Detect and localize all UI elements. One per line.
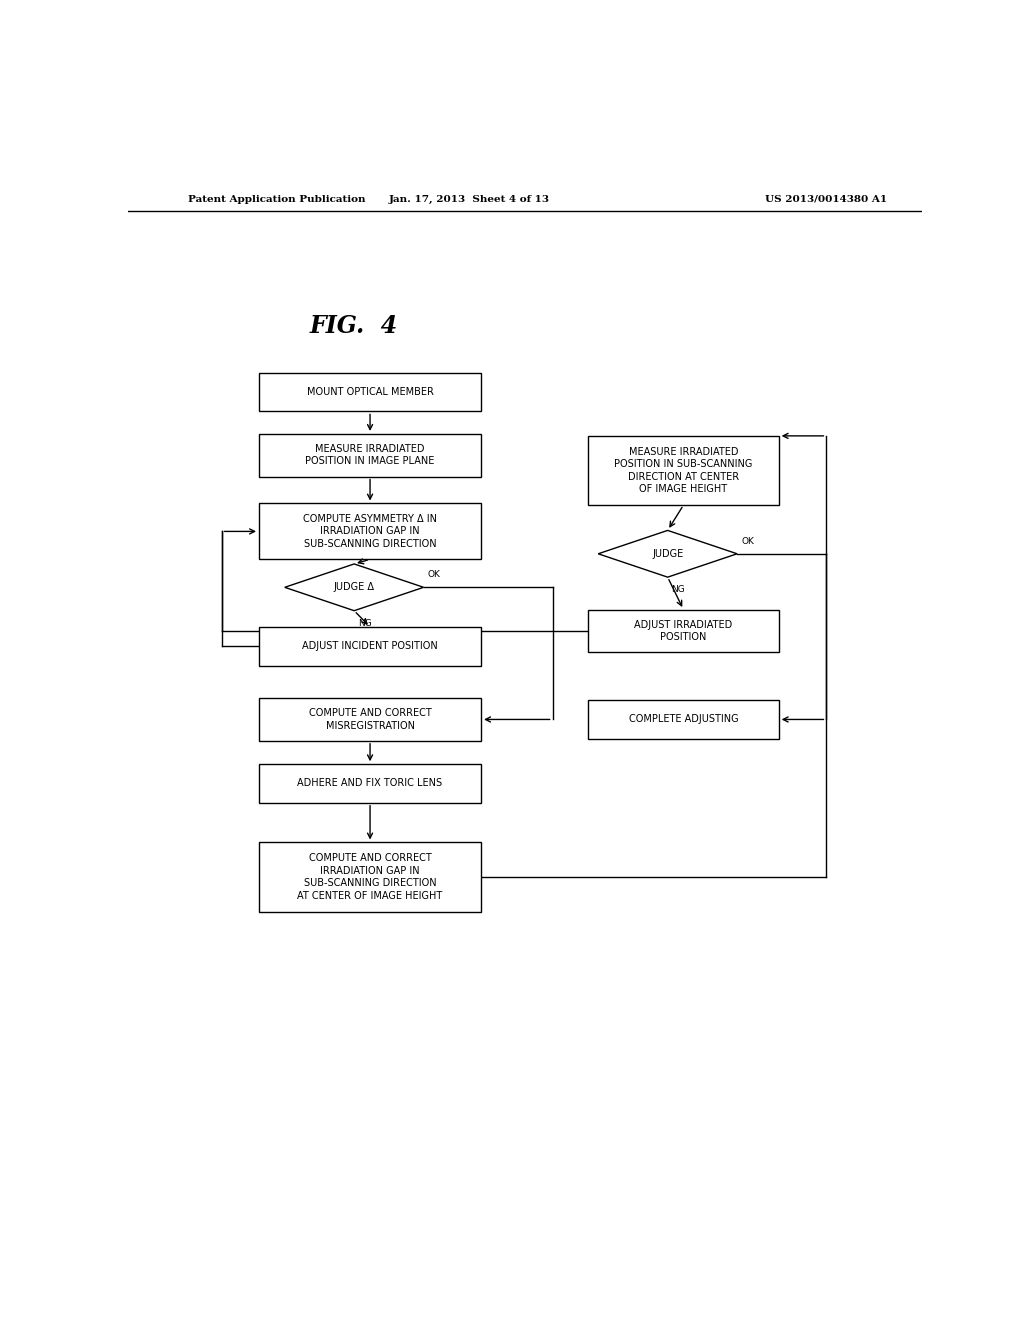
- Text: MEASURE IRRADIATED
POSITION IN IMAGE PLANE: MEASURE IRRADIATED POSITION IN IMAGE PLA…: [305, 444, 435, 466]
- FancyBboxPatch shape: [259, 503, 481, 560]
- FancyBboxPatch shape: [259, 842, 481, 912]
- Text: MOUNT OPTICAL MEMBER: MOUNT OPTICAL MEMBER: [306, 387, 433, 397]
- Text: JUDGE: JUDGE: [652, 549, 683, 558]
- FancyBboxPatch shape: [259, 372, 481, 412]
- FancyBboxPatch shape: [259, 764, 481, 803]
- Text: OK: OK: [741, 537, 754, 545]
- Text: COMPUTE AND CORRECT
MISREGISTRATION: COMPUTE AND CORRECT MISREGISTRATION: [308, 709, 431, 731]
- FancyBboxPatch shape: [588, 700, 778, 739]
- FancyBboxPatch shape: [259, 434, 481, 477]
- FancyBboxPatch shape: [588, 610, 778, 652]
- Text: ADJUST IRRADIATED
POSITION: ADJUST IRRADIATED POSITION: [635, 620, 732, 643]
- Text: COMPUTE ASYMMETRY Δ IN
IRRADIATION GAP IN
SUB-SCANNING DIRECTION: COMPUTE ASYMMETRY Δ IN IRRADIATION GAP I…: [303, 513, 437, 549]
- Text: JUDGE Δ: JUDGE Δ: [334, 582, 375, 593]
- Text: Jan. 17, 2013  Sheet 4 of 13: Jan. 17, 2013 Sheet 4 of 13: [389, 194, 550, 203]
- Text: ADJUST INCIDENT POSITION: ADJUST INCIDENT POSITION: [302, 642, 438, 651]
- Text: US 2013/0014380 A1: US 2013/0014380 A1: [765, 194, 888, 203]
- Text: OK: OK: [428, 570, 440, 579]
- Text: NG: NG: [358, 619, 372, 628]
- Text: Patent Application Publication: Patent Application Publication: [187, 194, 365, 203]
- Text: COMPUTE AND CORRECT
IRRADIATION GAP IN
SUB-SCANNING DIRECTION
AT CENTER OF IMAGE: COMPUTE AND CORRECT IRRADIATION GAP IN S…: [297, 854, 442, 900]
- Polygon shape: [598, 531, 737, 577]
- FancyBboxPatch shape: [259, 698, 481, 741]
- Text: FIG.  4: FIG. 4: [310, 314, 398, 338]
- Text: ADHERE AND FIX TORIC LENS: ADHERE AND FIX TORIC LENS: [298, 779, 442, 788]
- Text: COMPLETE ADJUSTING: COMPLETE ADJUSTING: [629, 714, 738, 725]
- FancyBboxPatch shape: [588, 436, 778, 506]
- FancyBboxPatch shape: [259, 627, 481, 665]
- Polygon shape: [285, 564, 424, 611]
- Text: MEASURE IRRADIATED
POSITION IN SUB-SCANNING
DIRECTION AT CENTER
OF IMAGE HEIGHT: MEASURE IRRADIATED POSITION IN SUB-SCANN…: [614, 447, 753, 494]
- Text: NG: NG: [672, 585, 685, 594]
